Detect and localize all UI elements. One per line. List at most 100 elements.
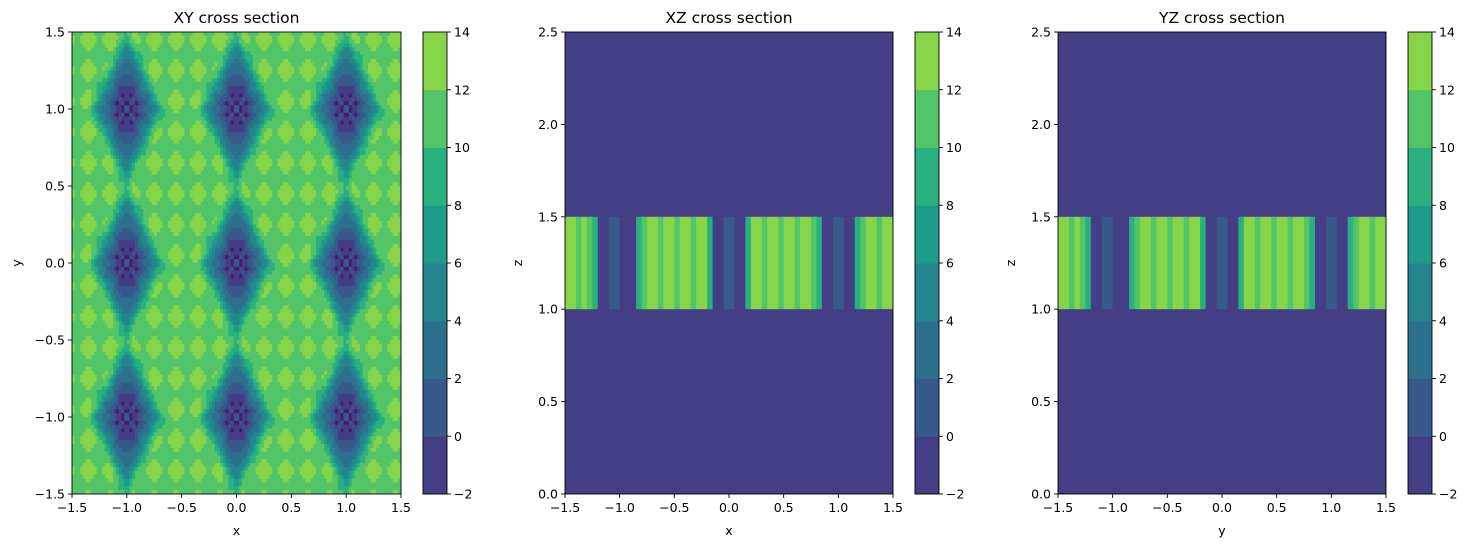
heatmap-cell [113,47,117,52]
heatmap-cell [376,43,380,48]
heatmap-cell [307,78,312,83]
heatmap-cell [231,58,235,64]
chart-panel-1: −1.5 −1.0 −0.5 0.0 0.5 1.0 1.5−1.5−1.0−0.50.00… [9,9,472,538]
heatmap-cell [162,51,166,56]
heatmap-cell [332,43,336,48]
heatmap-cell [326,66,331,72]
heatmap-cell [250,51,254,56]
heatmap-cell [280,93,284,99]
heatmap-cell [143,74,147,79]
heatmap-cell [132,43,136,48]
heatmap-cell [93,70,98,75]
heatmap-cell [277,82,281,87]
heatmap-cell [167,58,172,64]
heatmap-cell [288,51,292,56]
heatmap-cell [110,43,114,48]
heatmap-cell [307,43,312,48]
heatmap-cell [241,93,246,99]
heatmap-cell [305,35,309,41]
heatmap-cell [241,89,246,95]
heatmap-cell [189,89,194,95]
heatmap-cell [379,32,383,37]
heatmap-cell [310,43,314,48]
heatmap-cell [310,55,314,60]
heatmap-cell [211,39,216,45]
heatmap-cell [326,39,331,45]
heatmap-cell [351,32,355,37]
heatmap-cell [126,43,131,48]
heatmap-cell [167,85,172,91]
heatmap-cell [365,78,369,83]
heatmap-cell [302,47,306,52]
heatmap-cell [173,82,177,87]
heatmap-cell [288,82,292,87]
heatmap-cell [252,35,257,41]
heatmap-cell [107,82,111,87]
heatmap-cell [241,74,246,79]
heatmap-cell [121,74,125,79]
heatmap-cell [222,66,227,72]
heatmap-cell [80,89,84,95]
heatmap-cell [288,55,292,60]
heatmap-cell [285,47,290,52]
heatmap-cell [332,74,336,79]
heatmap-cell [203,35,207,41]
heatmap-cell [296,85,301,91]
heatmap-cell [313,62,317,68]
heatmap-cell [261,70,265,75]
heatmap-cell [337,47,342,52]
heatmap-cell [346,32,350,37]
heatmap-cell [104,32,109,37]
heatmap-cell [272,47,276,52]
heatmap-cell [228,35,232,41]
heatmap-cell [370,43,375,48]
heatmap-cell [209,32,213,37]
heatmap-cell [263,78,268,83]
heatmap-cell [156,66,161,72]
heatmap-cell [250,89,254,95]
heatmap-cell [110,51,114,56]
heatmap-cell [200,39,205,45]
heatmap-cell [250,43,254,48]
heatmap-cell [313,58,317,64]
heatmap-cell [365,32,369,37]
heatmap-cell [274,43,279,48]
heatmap-cell [96,32,101,37]
heatmap-cell [354,74,358,79]
heatmap-cell [151,39,155,45]
heatmap-cell [398,35,401,41]
heatmap-cell [209,70,213,75]
heatmap-cell [228,85,232,91]
heatmap-cell [74,32,79,37]
heatmap-cell [198,43,202,48]
heatmap-cell [348,82,353,87]
heatmap-cell [398,39,401,45]
heatmap-cell [181,74,186,79]
heatmap-cell [381,89,386,95]
heatmap-cell [272,93,276,99]
heatmap-cell [318,43,323,48]
heatmap-cell [93,93,98,99]
heatmap-cell [113,35,117,41]
heatmap-cell [222,32,227,37]
heatmap-cell [176,39,180,45]
heatmap-cell [280,55,284,60]
heatmap-cell [324,74,328,79]
heatmap-cell [137,66,142,72]
heatmap-cell [318,85,323,91]
heatmap-cell [365,70,369,75]
heatmap-cell [72,93,76,99]
heatmap-cell [398,66,401,72]
heatmap-cell [307,70,312,75]
heatmap-cell [165,66,169,72]
heatmap-cell [165,74,169,79]
heatmap-cell [280,70,284,75]
heatmap-cell [137,62,142,68]
heatmap-cell [135,85,139,91]
heatmap-cell [148,47,153,52]
heatmap-cell [181,93,186,99]
heatmap-cell [390,70,394,75]
heatmap-cell [225,78,229,83]
heatmap-cell [96,62,101,68]
heatmap-cell [220,78,224,83]
